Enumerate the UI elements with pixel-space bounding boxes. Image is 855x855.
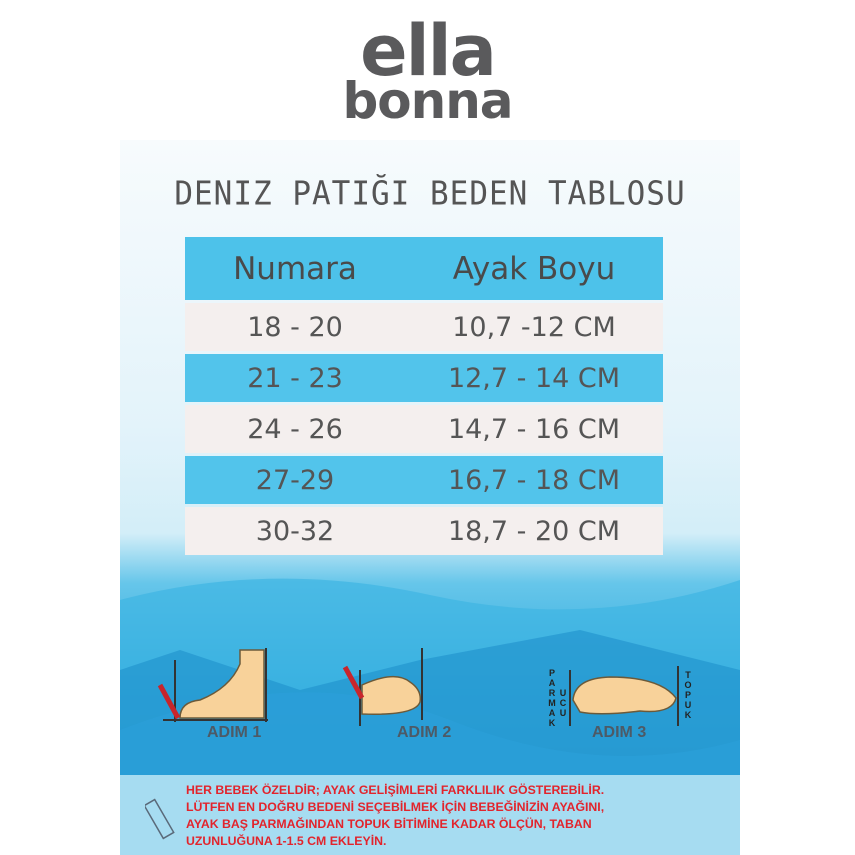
- length-cell: 12,7 - 14 CM: [447, 362, 621, 394]
- ruler-icon: [145, 798, 175, 840]
- step-2-label: ADIM 2: [397, 724, 452, 741]
- table-header: Numara Ayak Boyu: [185, 237, 663, 300]
- size-cell: 27-29: [255, 464, 335, 496]
- size-table: Numara Ayak Boyu 18 - 20 10,7 -12 CM 21 -…: [185, 237, 663, 558]
- label-ucu: UCU: [559, 688, 567, 718]
- note-line: AYAK BAŞ PARMAĞINDAN TOPUK BİTİMİNE KADA…: [186, 817, 592, 831]
- note-line: HER BEBEK ÖZELDİR; AYAK GELİŞİMLERİ FARK…: [186, 783, 605, 797]
- length-cell: 14,7 - 16 CM: [447, 413, 621, 445]
- table-row: 30-32 18,7 - 20 CM: [185, 507, 663, 555]
- foot-illustrations: [157, 648, 679, 726]
- size-cell: 30-32: [255, 515, 335, 547]
- foot-top-icon: [342, 648, 423, 726]
- table-row: 27-29 16,7 - 18 CM: [185, 456, 663, 504]
- step-1-label: ADIM 1: [207, 724, 262, 741]
- table-row: 18 - 20 10,7 -12 CM: [185, 303, 663, 351]
- size-cell: 24 - 26: [247, 413, 343, 445]
- size-cell: 21 - 23: [247, 362, 343, 394]
- logo-ella: ella: [360, 10, 497, 92]
- note-box: [120, 775, 740, 855]
- step-3-label: ADIM 3: [592, 724, 647, 741]
- note-text: HER BEBEK ÖZELDİR; AYAK GELİŞİMLERİ FARK…: [186, 782, 726, 850]
- table-row: 21 - 23 12,7 - 14 CM: [185, 354, 663, 402]
- header-numara: Numara: [233, 250, 357, 287]
- foot-side-icon: [157, 648, 268, 722]
- wave-background: [120, 578, 740, 780]
- note-line: UZUNLUĞUNA 1-1.5 CM EKLEYİN.: [186, 834, 387, 848]
- label-topuk: TOPUK: [684, 670, 692, 720]
- length-cell: 18,7 - 20 CM: [447, 515, 621, 547]
- length-cell: 16,7 - 18 CM: [447, 464, 621, 496]
- note-line: LÜTFEN EN DOĞRU BEDENİ SEÇEBİLMEK İÇİN B…: [186, 800, 605, 814]
- table-row: 24 - 26 14,7 - 16 CM: [185, 405, 663, 453]
- logo-bonna: bonna: [342, 72, 513, 130]
- header-ayak-boyu: Ayak Boyu: [452, 250, 616, 287]
- length-cell: 10,7 -12 CM: [452, 311, 616, 343]
- label-parmak: PARMAK: [548, 668, 556, 728]
- page-title: DENIZ PATIĞI BEDEN TABLOSU: [174, 175, 686, 213]
- foot-sole-icon: [569, 666, 679, 726]
- size-cell: 18 - 20: [247, 311, 343, 343]
